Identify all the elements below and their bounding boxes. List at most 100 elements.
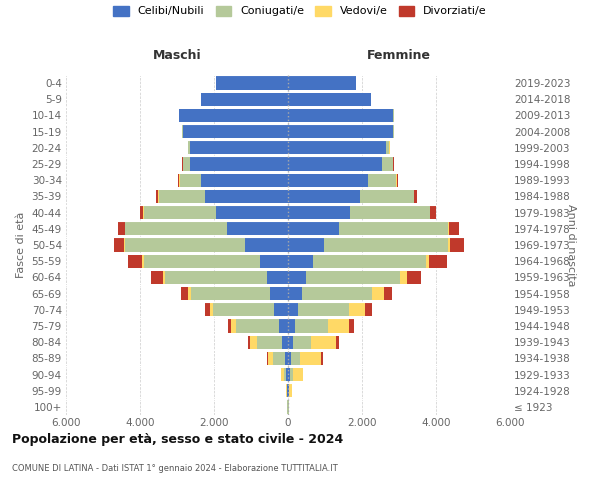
Bar: [298, 303, 349, 316]
Bar: [349, 303, 365, 316]
Bar: [266, 270, 288, 284]
Bar: [360, 190, 414, 203]
Bar: [313, 254, 426, 268]
Bar: [128, 254, 142, 268]
Bar: [273, 352, 285, 365]
Bar: [450, 238, 464, 252]
Bar: [250, 336, 257, 349]
Bar: [384, 287, 392, 300]
Bar: [236, 320, 279, 332]
Bar: [288, 92, 371, 106]
Bar: [382, 158, 393, 170]
Bar: [400, 270, 407, 284]
Bar: [283, 336, 288, 349]
Bar: [201, 92, 288, 106]
Bar: [293, 368, 303, 381]
Bar: [311, 336, 336, 349]
Bar: [213, 303, 274, 316]
Bar: [386, 141, 389, 154]
Bar: [295, 320, 328, 332]
Bar: [125, 238, 245, 252]
Bar: [339, 222, 448, 235]
Bar: [144, 206, 216, 220]
Bar: [245, 238, 288, 252]
Bar: [179, 109, 288, 122]
Bar: [288, 141, 386, 154]
Bar: [288, 270, 306, 284]
Bar: [209, 303, 213, 316]
Bar: [288, 206, 350, 220]
Bar: [125, 222, 227, 235]
Bar: [288, 190, 360, 203]
Bar: [274, 303, 288, 316]
Bar: [288, 303, 298, 316]
Bar: [165, 270, 266, 284]
Bar: [430, 206, 436, 220]
Bar: [118, 222, 125, 235]
Bar: [188, 141, 190, 154]
Bar: [205, 190, 288, 203]
Bar: [288, 125, 394, 138]
Bar: [260, 254, 288, 268]
Y-axis label: Fasce di età: Fasce di età: [16, 212, 26, 278]
Bar: [430, 254, 447, 268]
Bar: [302, 287, 371, 300]
Bar: [393, 158, 394, 170]
Bar: [158, 190, 205, 203]
Bar: [188, 287, 191, 300]
Bar: [281, 368, 284, 381]
Bar: [288, 287, 302, 300]
Bar: [227, 320, 231, 332]
Bar: [293, 336, 311, 349]
Bar: [336, 336, 340, 349]
Bar: [248, 336, 250, 349]
Bar: [328, 320, 349, 332]
Text: Femmine: Femmine: [367, 49, 431, 62]
Bar: [290, 368, 293, 381]
Bar: [292, 352, 300, 365]
Y-axis label: Anni di nascita: Anni di nascita: [566, 204, 577, 286]
Bar: [426, 254, 430, 268]
Bar: [448, 238, 450, 252]
Bar: [140, 206, 143, 220]
Bar: [183, 158, 190, 170]
Bar: [285, 352, 288, 365]
Bar: [350, 206, 430, 220]
Bar: [449, 222, 459, 235]
Bar: [270, 287, 288, 300]
Bar: [288, 352, 292, 365]
Bar: [365, 303, 373, 316]
Bar: [190, 141, 288, 154]
Bar: [114, 238, 124, 252]
Bar: [288, 174, 368, 187]
Text: Maschi: Maschi: [152, 49, 202, 62]
Bar: [288, 320, 295, 332]
Bar: [216, 206, 288, 220]
Legend: Celibi/Nubili, Coniugati/e, Vedovi/e, Divorziati/e: Celibi/Nubili, Coniugati/e, Vedovi/e, Di…: [113, 6, 487, 16]
Bar: [397, 174, 398, 187]
Bar: [284, 368, 286, 381]
Text: Popolazione per età, sesso e stato civile - 2024: Popolazione per età, sesso e stato civil…: [12, 432, 343, 446]
Bar: [322, 352, 323, 365]
Bar: [288, 222, 339, 235]
Bar: [205, 303, 209, 316]
Bar: [288, 109, 394, 122]
Bar: [190, 158, 288, 170]
Bar: [201, 174, 288, 187]
Bar: [371, 287, 384, 300]
Bar: [163, 270, 165, 284]
Bar: [288, 336, 293, 349]
Bar: [179, 174, 201, 187]
Bar: [124, 238, 125, 252]
Bar: [306, 270, 400, 284]
Bar: [287, 384, 288, 398]
Bar: [300, 352, 322, 365]
Bar: [324, 238, 448, 252]
Bar: [181, 287, 188, 300]
Bar: [288, 254, 313, 268]
Bar: [407, 270, 421, 284]
Bar: [286, 368, 288, 381]
Bar: [144, 254, 260, 268]
Bar: [182, 158, 183, 170]
Bar: [268, 352, 273, 365]
